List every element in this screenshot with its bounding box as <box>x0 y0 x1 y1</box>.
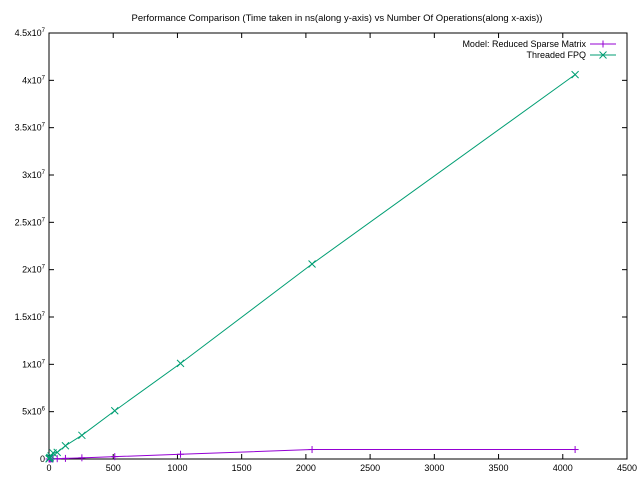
x-tick-label: 1500 <box>232 463 252 473</box>
data-point-cross-marker <box>78 431 86 440</box>
axes-layer: 0 500 1000 1500 2000 2500 3000 3500 4000 4500 0 5x1… <box>15 28 637 473</box>
data-point-cross-marker <box>53 448 62 457</box>
data-point-cross-marker <box>61 441 70 450</box>
legend-plus-icon <box>599 40 607 48</box>
data-point-plus-marker <box>53 455 61 463</box>
data-point-plus-marker <box>61 454 69 462</box>
x-tick-label: 4500 <box>617 463 637 473</box>
y-tick-label: 2.5x107 <box>15 217 46 227</box>
x-tick-label: 500 <box>106 463 121 473</box>
data-point-plus-marker <box>571 446 579 454</box>
y-tick-label: 4x107 <box>22 75 46 85</box>
y-tick-label: 1x107 <box>22 359 46 369</box>
y-tick-label: 4.5x107 <box>15 28 46 38</box>
x-tick-label: 2000 <box>296 463 316 473</box>
x-tick-label: 4000 <box>553 463 573 473</box>
plot-area-border <box>48 32 628 460</box>
x-tick-label: 3500 <box>489 463 509 473</box>
data-point-cross-marker <box>110 406 119 415</box>
series-layer <box>45 70 579 463</box>
legend-label-threaded-fpq: Threaded FPQ <box>526 50 586 60</box>
data-point-plus-marker <box>78 454 86 462</box>
data-point-plus-marker <box>177 450 185 458</box>
y-tick-label: 0 <box>40 454 45 464</box>
series-line-threaded-fpq <box>48 74 576 460</box>
x-tick-label: 0 <box>46 463 51 473</box>
data-point-cross-marker <box>571 70 579 79</box>
series-threaded-fpq <box>45 70 579 463</box>
data-point-plus-marker <box>111 453 119 461</box>
x-tick-label: 2500 <box>360 463 380 473</box>
x-tick-label: 3000 <box>424 463 444 473</box>
x-tick-label: 1000 <box>167 463 187 473</box>
legend-marker-plus <box>599 40 607 48</box>
legend-label-reduced-sparse-matrix: Model: Reduced Sparse Matrix <box>462 39 586 49</box>
y-tick-label: 3x107 <box>22 170 46 180</box>
legend-marker-cross <box>599 51 607 59</box>
legend: Model: Reduced Sparse Matrix Threaded FP… <box>462 39 616 60</box>
chart-title: Performance Comparison (Time taken in ns… <box>132 13 543 24</box>
legend-cross-icon <box>599 51 607 59</box>
y-tick-label: 5x106 <box>22 407 46 417</box>
data-point-cross-marker <box>308 260 316 268</box>
y-tick-label: 2x107 <box>22 265 46 275</box>
data-point-plus-marker <box>308 446 316 454</box>
y-tick-label: 1.5x107 <box>15 312 46 322</box>
data-point-cross-marker <box>176 359 185 368</box>
y-tick-label: 3.5x107 <box>15 123 46 133</box>
